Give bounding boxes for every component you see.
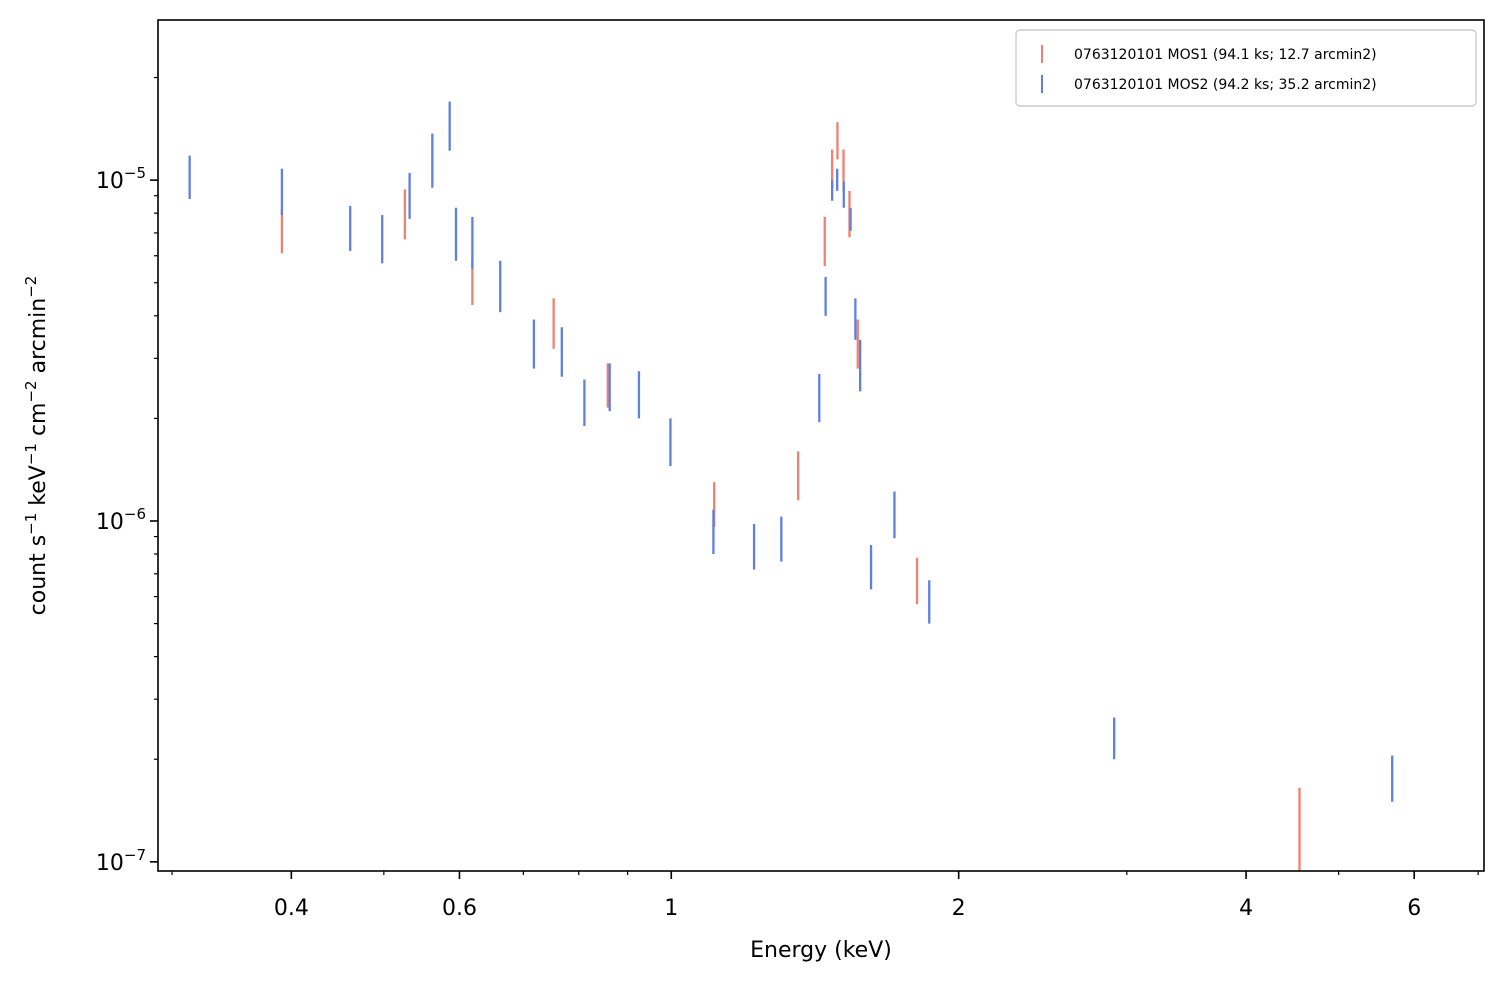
x-axis-label: Energy (keV) [750, 938, 892, 963]
x-tick-label: 0.4 [274, 896, 309, 921]
series-1 [280, 122, 1301, 871]
data-layer [188, 101, 1394, 871]
y-tick-label: 10−5 [96, 164, 146, 194]
y-tick-label: 10−7 [96, 846, 146, 876]
axis-layer: 0.4 0.6 1 2 4 6 10−7 10−6 10−5 Energy (keV) count … [22, 76, 1479, 963]
legend-label: 0763120101 MOS1 (94.1 ks; 12.7 arcmin2) [1074, 47, 1377, 63]
series-2 [188, 101, 1394, 802]
legend-box [1015, 29, 1477, 107]
x-tick-label: 4 [1239, 896, 1253, 921]
x-tick-label: 6 [1407, 896, 1421, 921]
legend-label: 0763120101 MOS2 (94.2 ks; 35.2 arcmin2) [1074, 77, 1377, 93]
plot-frame [157, 19, 1485, 872]
x-tick-label: 2 [952, 896, 966, 921]
y-tick-label: 10−6 [96, 505, 146, 535]
y-axis-label: count s−1 keV−1 cm−2 arcmin−2 [22, 276, 51, 616]
x-tick-label: 0.6 [442, 896, 477, 921]
x-tick-label: 1 [664, 896, 678, 921]
legend: 0763120101 MOS1 (94.1 ks; 12.7 arcmin2) 0… [1015, 29, 1477, 107]
